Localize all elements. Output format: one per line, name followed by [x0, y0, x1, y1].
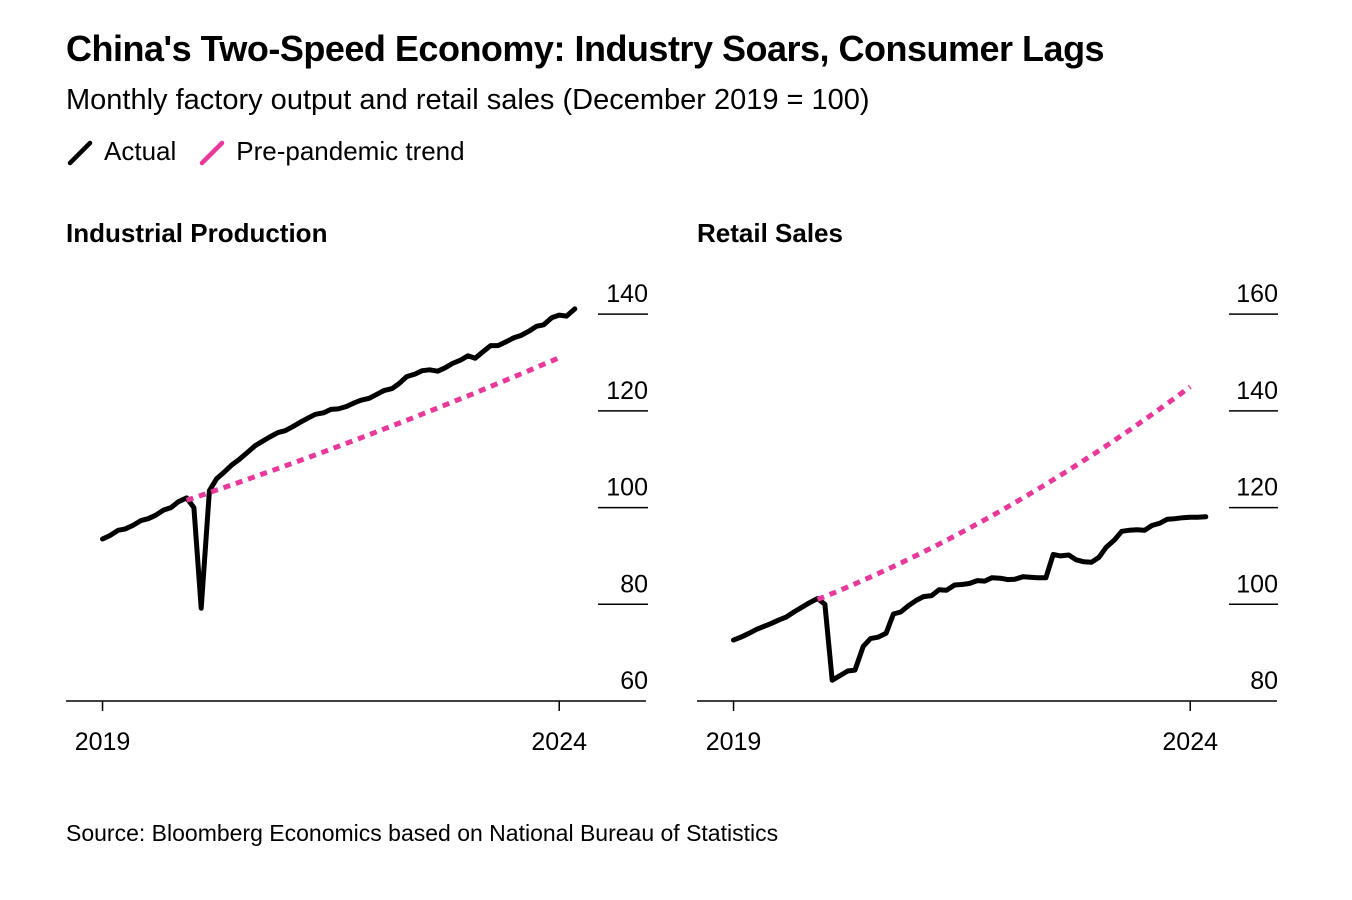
- industrial-x-tick-label: 2019: [75, 728, 131, 756]
- industrial-x-tick-label: 2024: [531, 728, 587, 756]
- retail-y-tick-label: 160: [1236, 280, 1278, 308]
- chart-subtitle: Monthly factory output and retail sales …: [66, 84, 870, 116]
- retail-y-tick-label: 100: [1236, 570, 1278, 598]
- source-note: Source: Bloomberg Economics based on Nat…: [66, 820, 779, 846]
- industrial-y-tick-label: 60: [620, 667, 648, 695]
- retail-y-tick-label: 80: [1250, 667, 1278, 695]
- retail-y-tick-label: 120: [1236, 474, 1278, 502]
- chart-title: China's Two-Speed Economy: Industry Soar…: [66, 28, 1105, 69]
- legend-label-trend: Pre-pandemic trend: [236, 136, 465, 166]
- retail-x-tick-label: 2019: [706, 728, 762, 756]
- industrial-y-tick-label: 80: [620, 570, 648, 598]
- retail-x-tick-label: 2024: [1162, 728, 1218, 756]
- legend-item-trend: Pre-pandemic trend: [198, 136, 465, 167]
- retail-actual-line: [731, 514, 1209, 683]
- legend-item-actual: Actual: [66, 136, 176, 167]
- industrial-y-tick-label: 100: [606, 474, 648, 502]
- legend-swatch-trend: [200, 140, 225, 165]
- legend-swatch-actual: [67, 140, 93, 165]
- retail-y-tick-label: 140: [1236, 377, 1278, 405]
- industrial-actual-line: [100, 306, 578, 611]
- industrial-y-tick-label: 140: [606, 280, 648, 308]
- retail-trend-line: [816, 384, 1192, 602]
- legend-label-actual: Actual: [104, 136, 177, 166]
- industrial-y-tick-label: 120: [606, 377, 648, 405]
- retail-panel-title: Retail Sales: [697, 218, 843, 248]
- industrial-trend-line: [185, 355, 561, 503]
- industrial-panel-title: Industrial Production: [66, 218, 327, 248]
- legend: Actual Pre-pandemic trend: [66, 136, 487, 167]
